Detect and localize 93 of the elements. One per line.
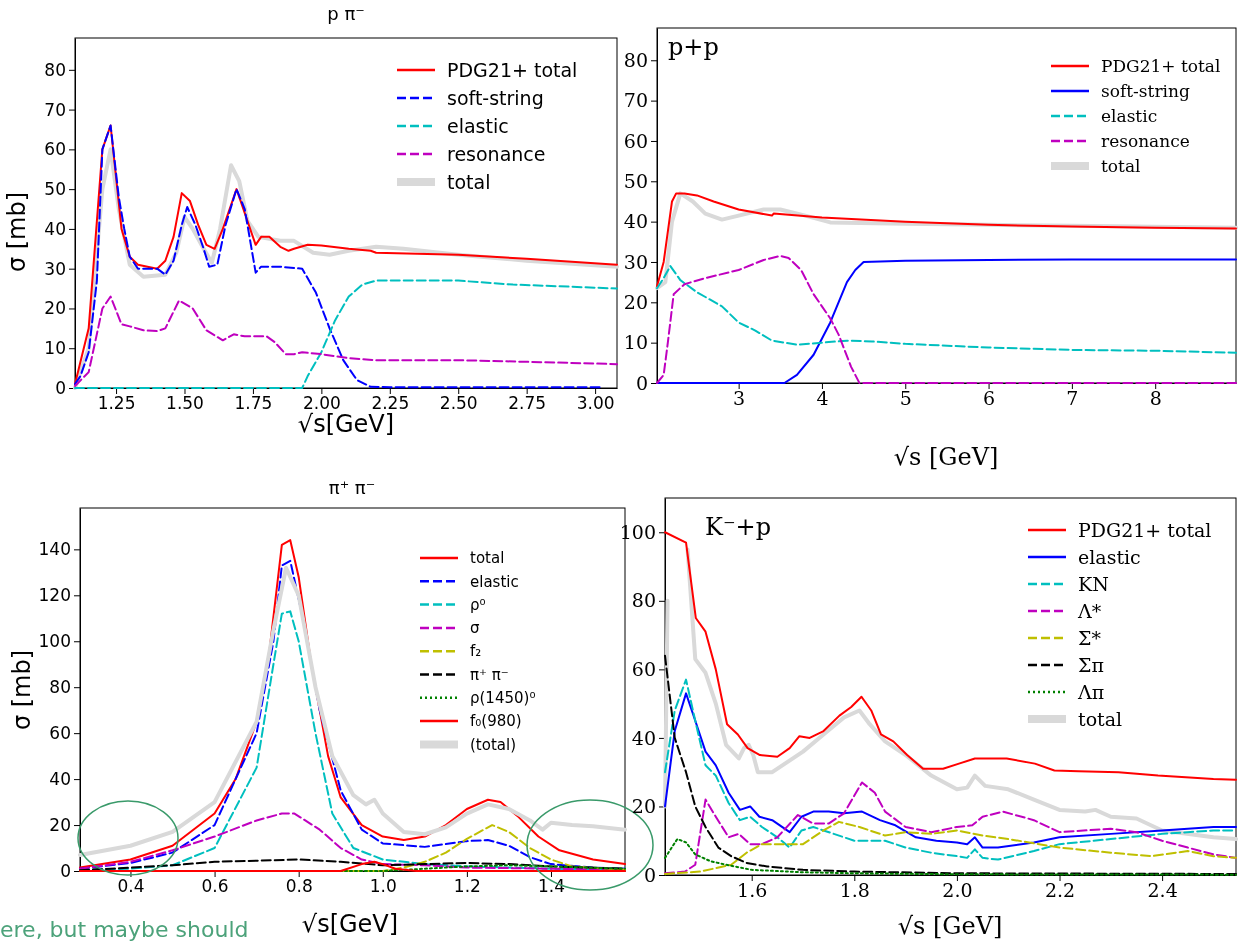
- y-tick-label: 80: [49, 677, 71, 698]
- y-tick-label: 10: [623, 331, 648, 354]
- x-tick-label: 3.00: [576, 393, 615, 414]
- x-tick-label: 8: [1149, 387, 1162, 410]
- y-tick-label: 60: [49, 723, 71, 744]
- legend-label: π⁺ π⁻: [470, 665, 509, 684]
- x-tick-label: 0.6: [201, 876, 229, 897]
- x-axis-title: √s [GeV]: [897, 912, 1003, 940]
- legend-label: total: [447, 170, 491, 193]
- legend-label: f₂: [470, 642, 482, 661]
- y-tick-label: 40: [44, 218, 66, 239]
- y-tick-label: 50: [44, 179, 66, 200]
- y-tick-label: 120: [38, 585, 71, 606]
- text: K⁻+p: [705, 513, 772, 541]
- legend-label: soft-string: [1101, 80, 1190, 101]
- y-tick-label: 60: [44, 139, 66, 160]
- x-tick-label: 5: [899, 387, 912, 410]
- y-tick-label: 0: [55, 377, 66, 398]
- x-tick-label: 1.0: [369, 876, 397, 897]
- x-axis-title: √s [GeV]: [893, 443, 999, 471]
- text: ere, but maybe should: [0, 917, 249, 942]
- x-tick-label: 2.0: [942, 879, 973, 902]
- legend-label: ρ(1450)⁰: [470, 689, 536, 708]
- legend-label: σ: [470, 619, 480, 638]
- y-tick-label: 20: [49, 814, 71, 835]
- x-tick-label: 7: [1066, 387, 1079, 410]
- y-tick-label: 40: [631, 726, 656, 749]
- legend-label: KN: [1078, 572, 1109, 595]
- x-tick-label: 1.2: [453, 876, 481, 897]
- y-tick-label: 60: [631, 657, 656, 680]
- legend-label: Λ*: [1077, 599, 1102, 622]
- y-tick-label: 40: [623, 210, 648, 233]
- y-tick-label: 100: [38, 631, 71, 652]
- legend-label: PDG21+ total: [447, 58, 578, 81]
- x-axis-title: √s[GeV]: [301, 910, 399, 938]
- chart-title: π⁺ π⁻: [328, 477, 376, 498]
- x-tick-label: 2.75: [508, 393, 547, 414]
- legend-label: Λπ: [1077, 680, 1105, 703]
- legend-label: resonance: [1101, 130, 1190, 151]
- legend-label: PDG21+ total: [1101, 55, 1221, 76]
- x-tick-label: 1.8: [839, 879, 870, 902]
- y-tick-label: 30: [44, 258, 66, 279]
- chart-title: p π⁻: [327, 3, 365, 24]
- x-tick-label: 1.75: [234, 393, 273, 414]
- x-tick-label: 0.8: [285, 876, 313, 897]
- x-tick-label: 1.4: [537, 876, 566, 897]
- x-tick-label: 1.6: [737, 879, 768, 902]
- y-tick-label: 80: [44, 59, 66, 80]
- legend-label: elastic: [1101, 105, 1158, 126]
- x-tick-label: 1.25: [97, 393, 136, 414]
- legend-label: ρ⁰: [470, 595, 486, 614]
- y-tick-label: 100: [619, 520, 656, 543]
- x-tick-label: 4: [816, 387, 829, 410]
- legend-label: PDG21+ total: [1078, 518, 1212, 541]
- y-tick-label: 0: [643, 863, 656, 886]
- legend-label: elastic: [447, 114, 509, 137]
- chart-title: p+p: [668, 33, 719, 61]
- x-tick-label: 3: [733, 387, 746, 410]
- x-tick-label: 2.4: [1147, 879, 1178, 902]
- y-tick-label: 0: [60, 860, 71, 881]
- y-tick-label: 60: [623, 129, 648, 152]
- legend-label: Σ*: [1078, 626, 1102, 649]
- x-tick-label: 2.50: [439, 393, 478, 414]
- y-axis-title: σ [mb]: [8, 649, 36, 731]
- y-tick-label: 140: [38, 539, 71, 560]
- x-tick-label: 1.50: [166, 393, 204, 414]
- legend-label: elastic: [1078, 545, 1141, 568]
- legend-label: Σπ: [1078, 653, 1104, 676]
- x-tick-label: 0.4: [117, 876, 145, 897]
- y-tick-label: 10: [44, 338, 66, 359]
- legend-label: resonance: [447, 142, 546, 165]
- y-tick-label: 20: [623, 290, 648, 313]
- legend-label: total: [1078, 707, 1123, 730]
- y-tick-label: 70: [623, 89, 648, 112]
- y-tick-label: 0: [635, 371, 648, 394]
- x-tick-label: 2.2: [1044, 879, 1076, 902]
- legend-label: (total): [470, 735, 517, 754]
- y-tick-label: 40: [49, 769, 71, 790]
- y-axis-title: σ [mb]: [3, 191, 31, 273]
- legend-label: total: [470, 549, 505, 568]
- y-tick-label: 20: [631, 795, 656, 818]
- legend-label: elastic: [470, 572, 519, 591]
- y-tick-label: 30: [623, 250, 648, 273]
- legend-label: total: [1101, 155, 1141, 176]
- y-tick-label: 80: [631, 589, 656, 612]
- legend-label: soft-string: [447, 86, 544, 109]
- line-series: [656, 265, 1237, 354]
- x-tick-label: 6: [983, 387, 996, 410]
- y-tick-label: 20: [44, 298, 66, 319]
- y-tick-label: 80: [623, 48, 648, 71]
- y-tick-label: 70: [44, 99, 66, 120]
- y-tick-label: 50: [623, 169, 648, 192]
- legend-label: f₀(980): [470, 712, 522, 731]
